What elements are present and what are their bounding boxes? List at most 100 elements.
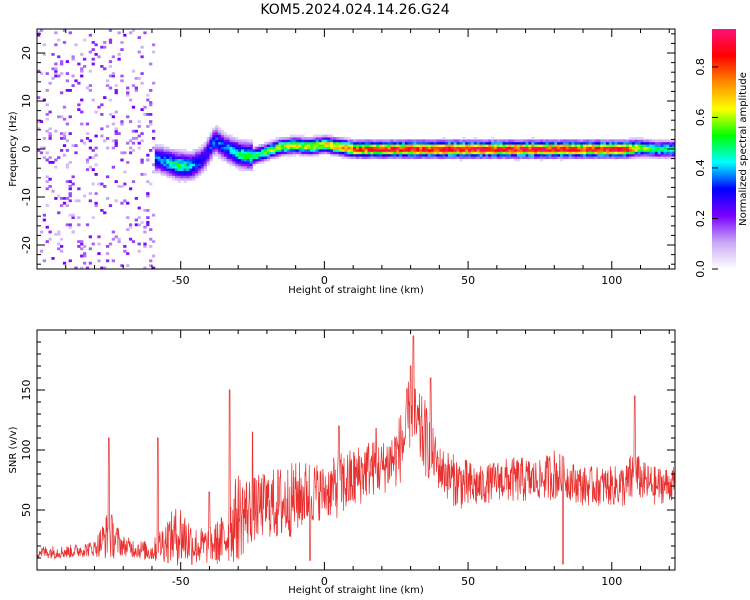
spectrogram-cell bbox=[565, 139, 570, 143]
spectrogram-cell bbox=[146, 113, 150, 116]
spectrogram-cell bbox=[606, 139, 610, 143]
spectrogram-cell bbox=[468, 151, 472, 155]
spectrogram-cell bbox=[312, 144, 317, 147]
spectrogram-cell bbox=[298, 137, 302, 140]
spectrogram-cell bbox=[356, 144, 360, 147]
spectrogram-cell bbox=[100, 266, 104, 270]
spectrogram-cell bbox=[373, 156, 377, 159]
spectrogram-cell bbox=[229, 141, 233, 145]
spectrogram-cell bbox=[289, 149, 294, 152]
spectrogram-cell bbox=[660, 141, 664, 145]
spectrogram-cell bbox=[134, 137, 138, 140]
spectrogram-cell bbox=[571, 153, 575, 157]
spectrogram-cell bbox=[465, 149, 469, 152]
spectrogram-cell bbox=[390, 141, 394, 145]
spectrogram-cell bbox=[94, 43, 98, 47]
spectrogram-cell bbox=[499, 153, 503, 157]
spectrogram-cell bbox=[539, 141, 544, 145]
spectrogram-cell bbox=[54, 158, 58, 162]
spectrogram-cell bbox=[218, 127, 222, 131]
spectrogram-cell bbox=[59, 60, 64, 63]
spectrogram-cell bbox=[571, 141, 575, 145]
spectrogram-cell bbox=[643, 144, 647, 147]
spectrogram-cell bbox=[258, 153, 262, 157]
spectrogram-cell bbox=[223, 132, 228, 135]
spectrogram-cell bbox=[166, 146, 170, 150]
spectrogram-cell bbox=[189, 165, 193, 169]
spectrogram-cell bbox=[114, 144, 118, 147]
spectrogram-cell bbox=[82, 141, 87, 145]
spectrogram-cell bbox=[189, 170, 193, 174]
spectrogram-cell bbox=[154, 170, 159, 174]
spectrogram-cell bbox=[137, 242, 141, 246]
spectrogram-cell bbox=[284, 137, 288, 140]
spectrogram-cell bbox=[114, 91, 118, 95]
spectrogram-cell bbox=[318, 151, 322, 155]
spectrogram-cell bbox=[111, 74, 115, 78]
spectrogram-cell bbox=[378, 153, 383, 157]
spectrogram-cell bbox=[249, 158, 253, 162]
chart-title: KOM5.2024.024.14.26.G24 bbox=[260, 2, 449, 18]
spectrogram-cell bbox=[542, 146, 547, 150]
spectrogram-cell bbox=[387, 151, 391, 155]
spectrogram-cell bbox=[416, 141, 420, 145]
spectrogram-cell bbox=[600, 141, 604, 145]
spectrogram-cell bbox=[424, 156, 429, 159]
spectrogram-cell bbox=[623, 141, 627, 145]
spectrogram-cell bbox=[356, 146, 360, 150]
spectrogram-cell bbox=[65, 197, 70, 200]
spectrogram-cell bbox=[212, 146, 216, 150]
spectrogram-cell bbox=[94, 192, 98, 195]
spectrogram-cell bbox=[65, 163, 70, 167]
spectrogram-cell bbox=[583, 151, 587, 155]
spectrogram-cell bbox=[163, 149, 167, 152]
spectrogram-cell bbox=[80, 247, 84, 251]
spectrogram-cell bbox=[649, 153, 653, 157]
spectrogram-cell bbox=[525, 153, 529, 157]
spectrogram-cell bbox=[614, 156, 618, 159]
spectrogram-cell bbox=[180, 170, 184, 174]
spectrogram-cell bbox=[82, 261, 87, 265]
spectrogram-cell bbox=[180, 149, 184, 152]
spectrogram-cell bbox=[100, 103, 104, 107]
spectrogram-cell bbox=[166, 149, 170, 152]
spectrogram-cell bbox=[356, 149, 360, 152]
spectrogram-cell bbox=[289, 134, 294, 138]
spectrogram-cell bbox=[304, 149, 308, 152]
spectrogram-cell bbox=[376, 151, 380, 155]
spectrogram-cell bbox=[519, 149, 524, 152]
spectrogram-cell bbox=[422, 141, 426, 145]
spectrogram-cell bbox=[209, 137, 213, 140]
spectrogram-cell bbox=[373, 144, 377, 147]
spectrogram-cell bbox=[42, 213, 47, 217]
spectrogram-cell bbox=[284, 146, 288, 150]
spectrogram-cell bbox=[48, 127, 52, 131]
spectrogram-cell bbox=[134, 218, 138, 222]
spectrogram-cell bbox=[218, 156, 222, 159]
spectrogram-cell bbox=[560, 149, 564, 152]
spectrogram-cell bbox=[565, 146, 570, 150]
spectrogram-cell bbox=[652, 156, 656, 159]
spectrogram-cell bbox=[275, 139, 279, 143]
spectrogram-cell bbox=[620, 146, 624, 150]
spectrogram-cell bbox=[646, 156, 650, 159]
spectrogram-cell bbox=[246, 153, 251, 157]
spectrogram-cell bbox=[206, 161, 210, 164]
spectrogram-cell bbox=[195, 165, 199, 169]
spectrogram-cell bbox=[436, 146, 440, 150]
spectrogram-cell bbox=[48, 230, 52, 234]
spectrogram-cell bbox=[447, 146, 452, 150]
spectrogram-cell bbox=[666, 146, 670, 150]
spectrogram-cell bbox=[577, 153, 581, 157]
spectrogram-cell bbox=[649, 151, 653, 155]
spectrogram-cell bbox=[660, 149, 664, 152]
spectrogram-cell bbox=[456, 144, 460, 147]
spectrogram-cell bbox=[120, 201, 124, 205]
spectrogram-cell bbox=[77, 240, 81, 243]
spectrogram-cell bbox=[48, 161, 52, 164]
spectrogram-cell bbox=[140, 132, 144, 135]
spectrogram-cell bbox=[508, 149, 512, 152]
spectrogram-cell bbox=[548, 149, 552, 152]
spectrogram-cell bbox=[126, 252, 130, 255]
spectrogram-cell bbox=[252, 158, 256, 162]
